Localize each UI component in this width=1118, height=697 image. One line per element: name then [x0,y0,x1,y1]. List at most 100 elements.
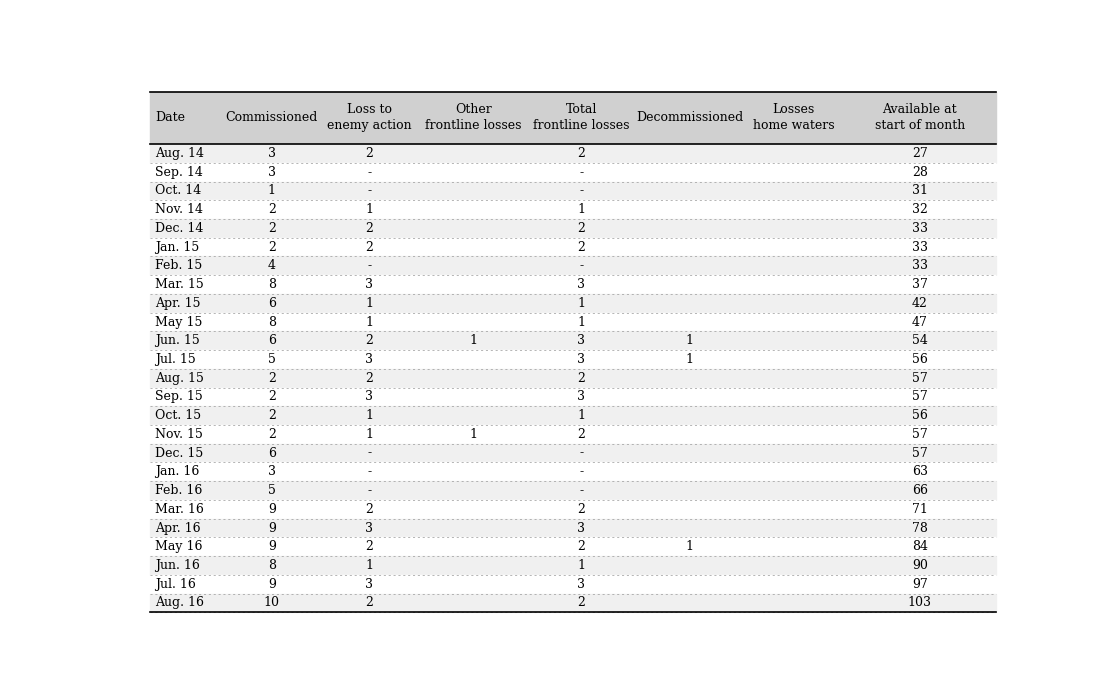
Text: 9: 9 [268,578,276,590]
Text: 1: 1 [366,316,373,328]
Text: 3: 3 [366,278,373,291]
Text: -: - [579,466,584,478]
Text: Dec. 14: Dec. 14 [155,222,203,235]
Text: 2: 2 [578,222,586,235]
Text: 2: 2 [366,240,373,254]
Text: 2: 2 [578,147,586,160]
Text: Other
frontline losses: Other frontline losses [425,103,521,132]
Bar [150,500,996,519]
Text: 33: 33 [911,259,928,273]
Text: 2: 2 [366,540,373,553]
Text: 57: 57 [912,390,928,404]
Text: -: - [367,447,371,459]
Text: 2: 2 [578,540,586,553]
Text: 6: 6 [268,447,276,459]
Text: 2: 2 [366,597,373,609]
Bar [150,256,996,275]
Text: Jun. 15: Jun. 15 [155,335,200,347]
Text: Sep. 15: Sep. 15 [155,390,203,404]
Bar [150,294,996,313]
Text: 5: 5 [268,484,276,497]
Text: 2: 2 [578,372,586,385]
Text: 6: 6 [268,297,276,309]
Bar [150,182,996,200]
Text: 3: 3 [366,521,373,535]
Text: Jan. 15: Jan. 15 [155,240,200,254]
Text: 54: 54 [912,335,928,347]
Text: Losses
home waters: Losses home waters [752,103,834,132]
Text: 2: 2 [366,335,373,347]
Text: 3: 3 [577,521,586,535]
Text: May 16: May 16 [155,540,202,553]
Text: Decommissioned: Decommissioned [636,112,743,124]
Bar [150,425,996,444]
Text: 1: 1 [366,297,373,309]
Text: Aug. 15: Aug. 15 [155,372,205,385]
Text: 33: 33 [911,222,928,235]
Text: 3: 3 [268,147,276,160]
Bar [150,350,996,369]
Text: 78: 78 [912,521,928,535]
Bar [150,575,996,594]
Bar [150,556,996,575]
Text: 5: 5 [268,353,276,366]
Text: Oct. 15: Oct. 15 [155,409,201,422]
Text: 1: 1 [470,428,477,441]
Text: -: - [367,484,371,497]
Bar [150,219,996,238]
Text: 32: 32 [912,203,928,216]
Bar [150,144,996,163]
Text: 2: 2 [366,372,373,385]
Bar [150,200,996,219]
Text: Nov. 15: Nov. 15 [155,428,203,441]
Text: 1: 1 [470,335,477,347]
Text: 1: 1 [366,203,373,216]
Bar [150,594,996,612]
Text: -: - [367,185,371,197]
Text: 9: 9 [268,503,276,516]
Bar [150,519,996,537]
Text: 1: 1 [577,203,586,216]
Bar [150,238,996,256]
Text: 8: 8 [268,559,276,572]
Text: 4: 4 [268,259,276,273]
Text: 10: 10 [264,597,280,609]
Text: Aug. 16: Aug. 16 [155,597,205,609]
Text: 1: 1 [685,335,693,347]
Text: -: - [367,166,371,178]
Text: 3: 3 [577,390,586,404]
Text: 1: 1 [577,316,586,328]
Text: 1: 1 [366,559,373,572]
Text: Mar. 16: Mar. 16 [155,503,205,516]
Text: 57: 57 [912,428,928,441]
Text: May 15: May 15 [155,316,202,328]
Text: 3: 3 [268,166,276,178]
Bar [150,331,996,350]
Text: 2: 2 [578,240,586,254]
Text: Nov. 14: Nov. 14 [155,203,203,216]
Text: -: - [367,466,371,478]
Text: -: - [579,259,584,273]
Text: Dec. 15: Dec. 15 [155,447,203,459]
Text: 1: 1 [685,540,693,553]
Text: -: - [579,185,584,197]
Text: 6: 6 [268,335,276,347]
Text: -: - [367,259,371,273]
Text: 37: 37 [912,278,928,291]
Bar [150,92,996,144]
Text: 31: 31 [911,185,928,197]
Text: 2: 2 [268,222,276,235]
Text: 71: 71 [912,503,928,516]
Text: 28: 28 [912,166,928,178]
Text: 3: 3 [577,278,586,291]
Bar [150,481,996,500]
Text: Feb. 16: Feb. 16 [155,484,202,497]
Text: 2: 2 [366,147,373,160]
Text: 2: 2 [578,428,586,441]
Text: 84: 84 [911,540,928,553]
Text: 90: 90 [912,559,928,572]
Text: 57: 57 [912,447,928,459]
Text: 56: 56 [912,409,928,422]
Bar [150,537,996,556]
Text: Date: Date [155,112,186,124]
